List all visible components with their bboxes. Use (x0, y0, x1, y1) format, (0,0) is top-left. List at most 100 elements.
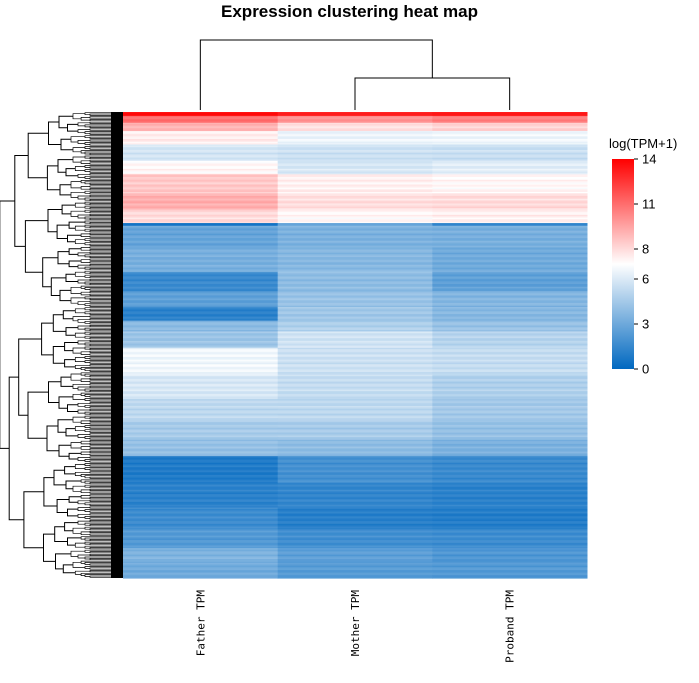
heatmap-cell (432, 191, 588, 194)
row-dendrogram-branch (67, 404, 78, 412)
row-dendrogram-branch (52, 346, 65, 364)
heatmap-cell (123, 534, 279, 537)
heatmap-cell (277, 389, 433, 392)
heatmap-cell (123, 561, 279, 564)
heatmap-cell (123, 113, 279, 116)
heatmap-cell (123, 385, 279, 388)
heatmap-cell (277, 275, 433, 278)
heatmap-cell (123, 197, 279, 200)
heatmap-cell (123, 305, 279, 308)
heatmap-cell (123, 449, 279, 452)
heatmap-cell (277, 147, 433, 150)
heatmap-cell (123, 254, 279, 257)
heatmap-cell (432, 483, 588, 486)
heatmap-cell (432, 359, 588, 362)
heatmap-cell (432, 557, 588, 560)
row-dendrogram-branch (74, 225, 85, 231)
heatmap-cell (123, 544, 279, 547)
heatmap-cell (277, 508, 433, 511)
heatmap-cell (277, 265, 433, 268)
heatmap-cell (432, 159, 588, 162)
row-dendrogram-branch (77, 129, 90, 134)
heatmap-cell (277, 334, 433, 337)
heatmap-cell (432, 155, 588, 158)
heatmap-cell (432, 506, 588, 509)
heatmap-cell (277, 430, 433, 433)
heatmap-cell (277, 464, 433, 467)
heatmap-cell (123, 351, 279, 354)
heatmap-cell (123, 418, 279, 421)
heatmap-cell (123, 378, 279, 381)
heatmap-cell (123, 426, 279, 429)
heatmap-cell (432, 446, 588, 449)
heatmap-cell (432, 480, 588, 483)
heatmap-cell (277, 221, 433, 224)
heatmap-cell (432, 484, 588, 487)
heatmap-cell (432, 559, 588, 561)
heatmap-cell (123, 330, 279, 333)
heatmap-cell (432, 441, 588, 444)
heatmap-cell (432, 351, 588, 354)
heatmap-cell (123, 198, 279, 201)
row-dendrogram-branch (77, 434, 90, 438)
heatmap-cell (432, 380, 588, 383)
heatmap-cell (432, 305, 588, 308)
heatmap-cell (123, 284, 279, 286)
heatmap-cell (277, 254, 433, 257)
colorbar-tick-label: 11 (642, 197, 656, 212)
heatmap-cell (277, 437, 433, 440)
heatmap-cell (277, 247, 433, 250)
heatmap-cell (123, 120, 279, 123)
row-dendrogram-branch (80, 259, 90, 263)
heatmap-cell (432, 445, 588, 448)
row-dendrogram-branch (77, 513, 90, 518)
heatmap-cell (123, 208, 279, 211)
heatmap-cell (432, 128, 588, 131)
heatmap-cell (277, 129, 433, 132)
heatmap-cell (432, 148, 588, 151)
heatmap-cell (123, 508, 279, 511)
heatmap-cell (123, 442, 279, 445)
row-dendrogram-branch (80, 247, 90, 251)
heatmap-cell (277, 561, 433, 564)
heatmap-cell (432, 147, 588, 150)
heatmap-cell (123, 415, 279, 418)
heatmap-cell (123, 464, 279, 467)
heatmap-cell (432, 294, 588, 297)
heatmap-cell (277, 137, 433, 140)
heatmap-cell (277, 346, 433, 349)
heatmap-cell (123, 183, 279, 186)
heatmap-cell (432, 342, 588, 345)
heatmap-cell (432, 223, 588, 226)
heatmap-cell (432, 171, 588, 174)
heatmap-cell (123, 221, 279, 224)
row-dendrogram-branch (72, 383, 90, 389)
heatmap-cell (432, 522, 588, 525)
heatmap-cell (432, 369, 588, 372)
heatmap-cell (432, 277, 588, 280)
row-dendrogram-branch (43, 477, 58, 507)
heatmap-cell (123, 195, 279, 198)
heatmap-cell (123, 399, 279, 402)
heatmap-cell (432, 424, 588, 427)
heatmap-cell (123, 443, 279, 446)
heatmap-cell (277, 573, 433, 576)
heatmap-cell (432, 316, 588, 319)
heatmap-cell (277, 292, 433, 295)
heatmap-cell (277, 311, 433, 314)
heatmap-cell (432, 576, 588, 579)
row-dendrogram-branch (8, 376, 24, 521)
heatmap-cell (277, 461, 433, 464)
heatmap-cell (277, 243, 433, 246)
heatmap-cell (123, 162, 279, 165)
row-dendrogram-branch (77, 122, 90, 127)
heatmap-cell (123, 363, 279, 366)
row-dendrogram-branch (68, 221, 85, 229)
heatmap-cell (277, 420, 433, 423)
heatmap-cell (277, 166, 433, 169)
heatmap-cell (123, 559, 279, 561)
row-dendrogram-branch (0, 200, 15, 449)
heatmap-cell (432, 197, 588, 200)
heatmap-cell (123, 321, 279, 324)
heatmap-cell (277, 410, 433, 412)
